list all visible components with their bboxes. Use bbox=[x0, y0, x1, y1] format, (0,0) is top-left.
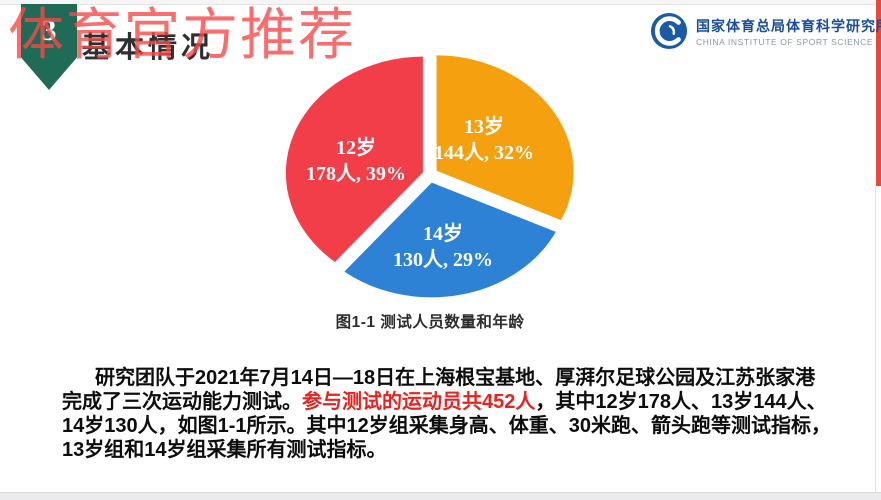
pie-slice-12岁 bbox=[282, 53, 426, 266]
pie-label-14: 14岁 130人, 29% bbox=[393, 221, 493, 273]
institute-name-en: CHINA INSTITUTE OF SPORT SCIENCE bbox=[696, 36, 874, 47]
pie-label-13: 13岁 144人, 32% bbox=[434, 114, 534, 166]
institute-emblem-icon bbox=[650, 12, 688, 50]
institute-name: 国家体育总局体育科学研究所 CHINA INSTITUTE OF SPORT S… bbox=[696, 16, 881, 47]
right-red-accent-strip bbox=[876, 0, 881, 186]
pie-label-13-age: 13岁 bbox=[464, 116, 504, 138]
paragraph-line-2-a: 完成了三次运动能力测试。 bbox=[62, 391, 302, 413]
paragraph-line-1: 研究团队于2021年7月14日—18日在上海根宝基地、厚湃尔足球公园及江苏张家港 bbox=[95, 367, 816, 389]
pie-label-12-value: 178人, 39% bbox=[306, 163, 406, 185]
pie-label-14-age: 14岁 bbox=[423, 223, 463, 245]
pie-label-12: 12岁 178人, 39% bbox=[306, 135, 406, 187]
paragraph-line-2-b: ，其中12岁178人、13岁144人、 bbox=[535, 391, 827, 413]
paragraph-line-4: 13岁组和14岁组采集所有测试指标。 bbox=[62, 439, 387, 461]
slide-top-border bbox=[0, 0, 881, 5]
pie-chart bbox=[282, 52, 577, 301]
pie-label-12-age: 12岁 bbox=[336, 137, 376, 159]
pie-slice-13岁 bbox=[433, 52, 577, 224]
figure-caption: 图1-1 测试人员数量和年龄 bbox=[335, 314, 525, 331]
paragraph-line-2: 完成了三次运动能力测试。参与测试的运动员共452人，其中12岁178人、13岁1… bbox=[62, 390, 831, 414]
pie-slice-14岁 bbox=[339, 179, 561, 301]
paragraph-line-2-highlight: 参与测试的运动员共452人 bbox=[302, 391, 536, 413]
pie-label-14-value: 130人, 29% bbox=[393, 249, 493, 271]
slide-right-border bbox=[875, 186, 876, 493]
body-paragraph: 研究团队于2021年7月14日—18日在上海根宝基地、厚湃尔足球公园及江苏张家港… bbox=[62, 366, 831, 462]
institute-logo: 国家体育总局体育科学研究所 CHINA INSTITUTE OF SPORT S… bbox=[650, 12, 881, 50]
paragraph-line-3: 14岁130人，如图1-1所示。其中12岁组采集身高、体重、30米跑、箭头跑等测… bbox=[62, 415, 832, 437]
page-title: 基本情况 bbox=[82, 32, 215, 64]
institute-name-cn: 国家体育总局体育科学研究所 bbox=[696, 17, 881, 34]
pie-label-13-value: 144人, 32% bbox=[434, 142, 534, 164]
watermark-text: 体育官方推荐 bbox=[8, 5, 356, 67]
section-number: 3 bbox=[41, 14, 57, 47]
slide-bottom-border bbox=[0, 492, 881, 500]
